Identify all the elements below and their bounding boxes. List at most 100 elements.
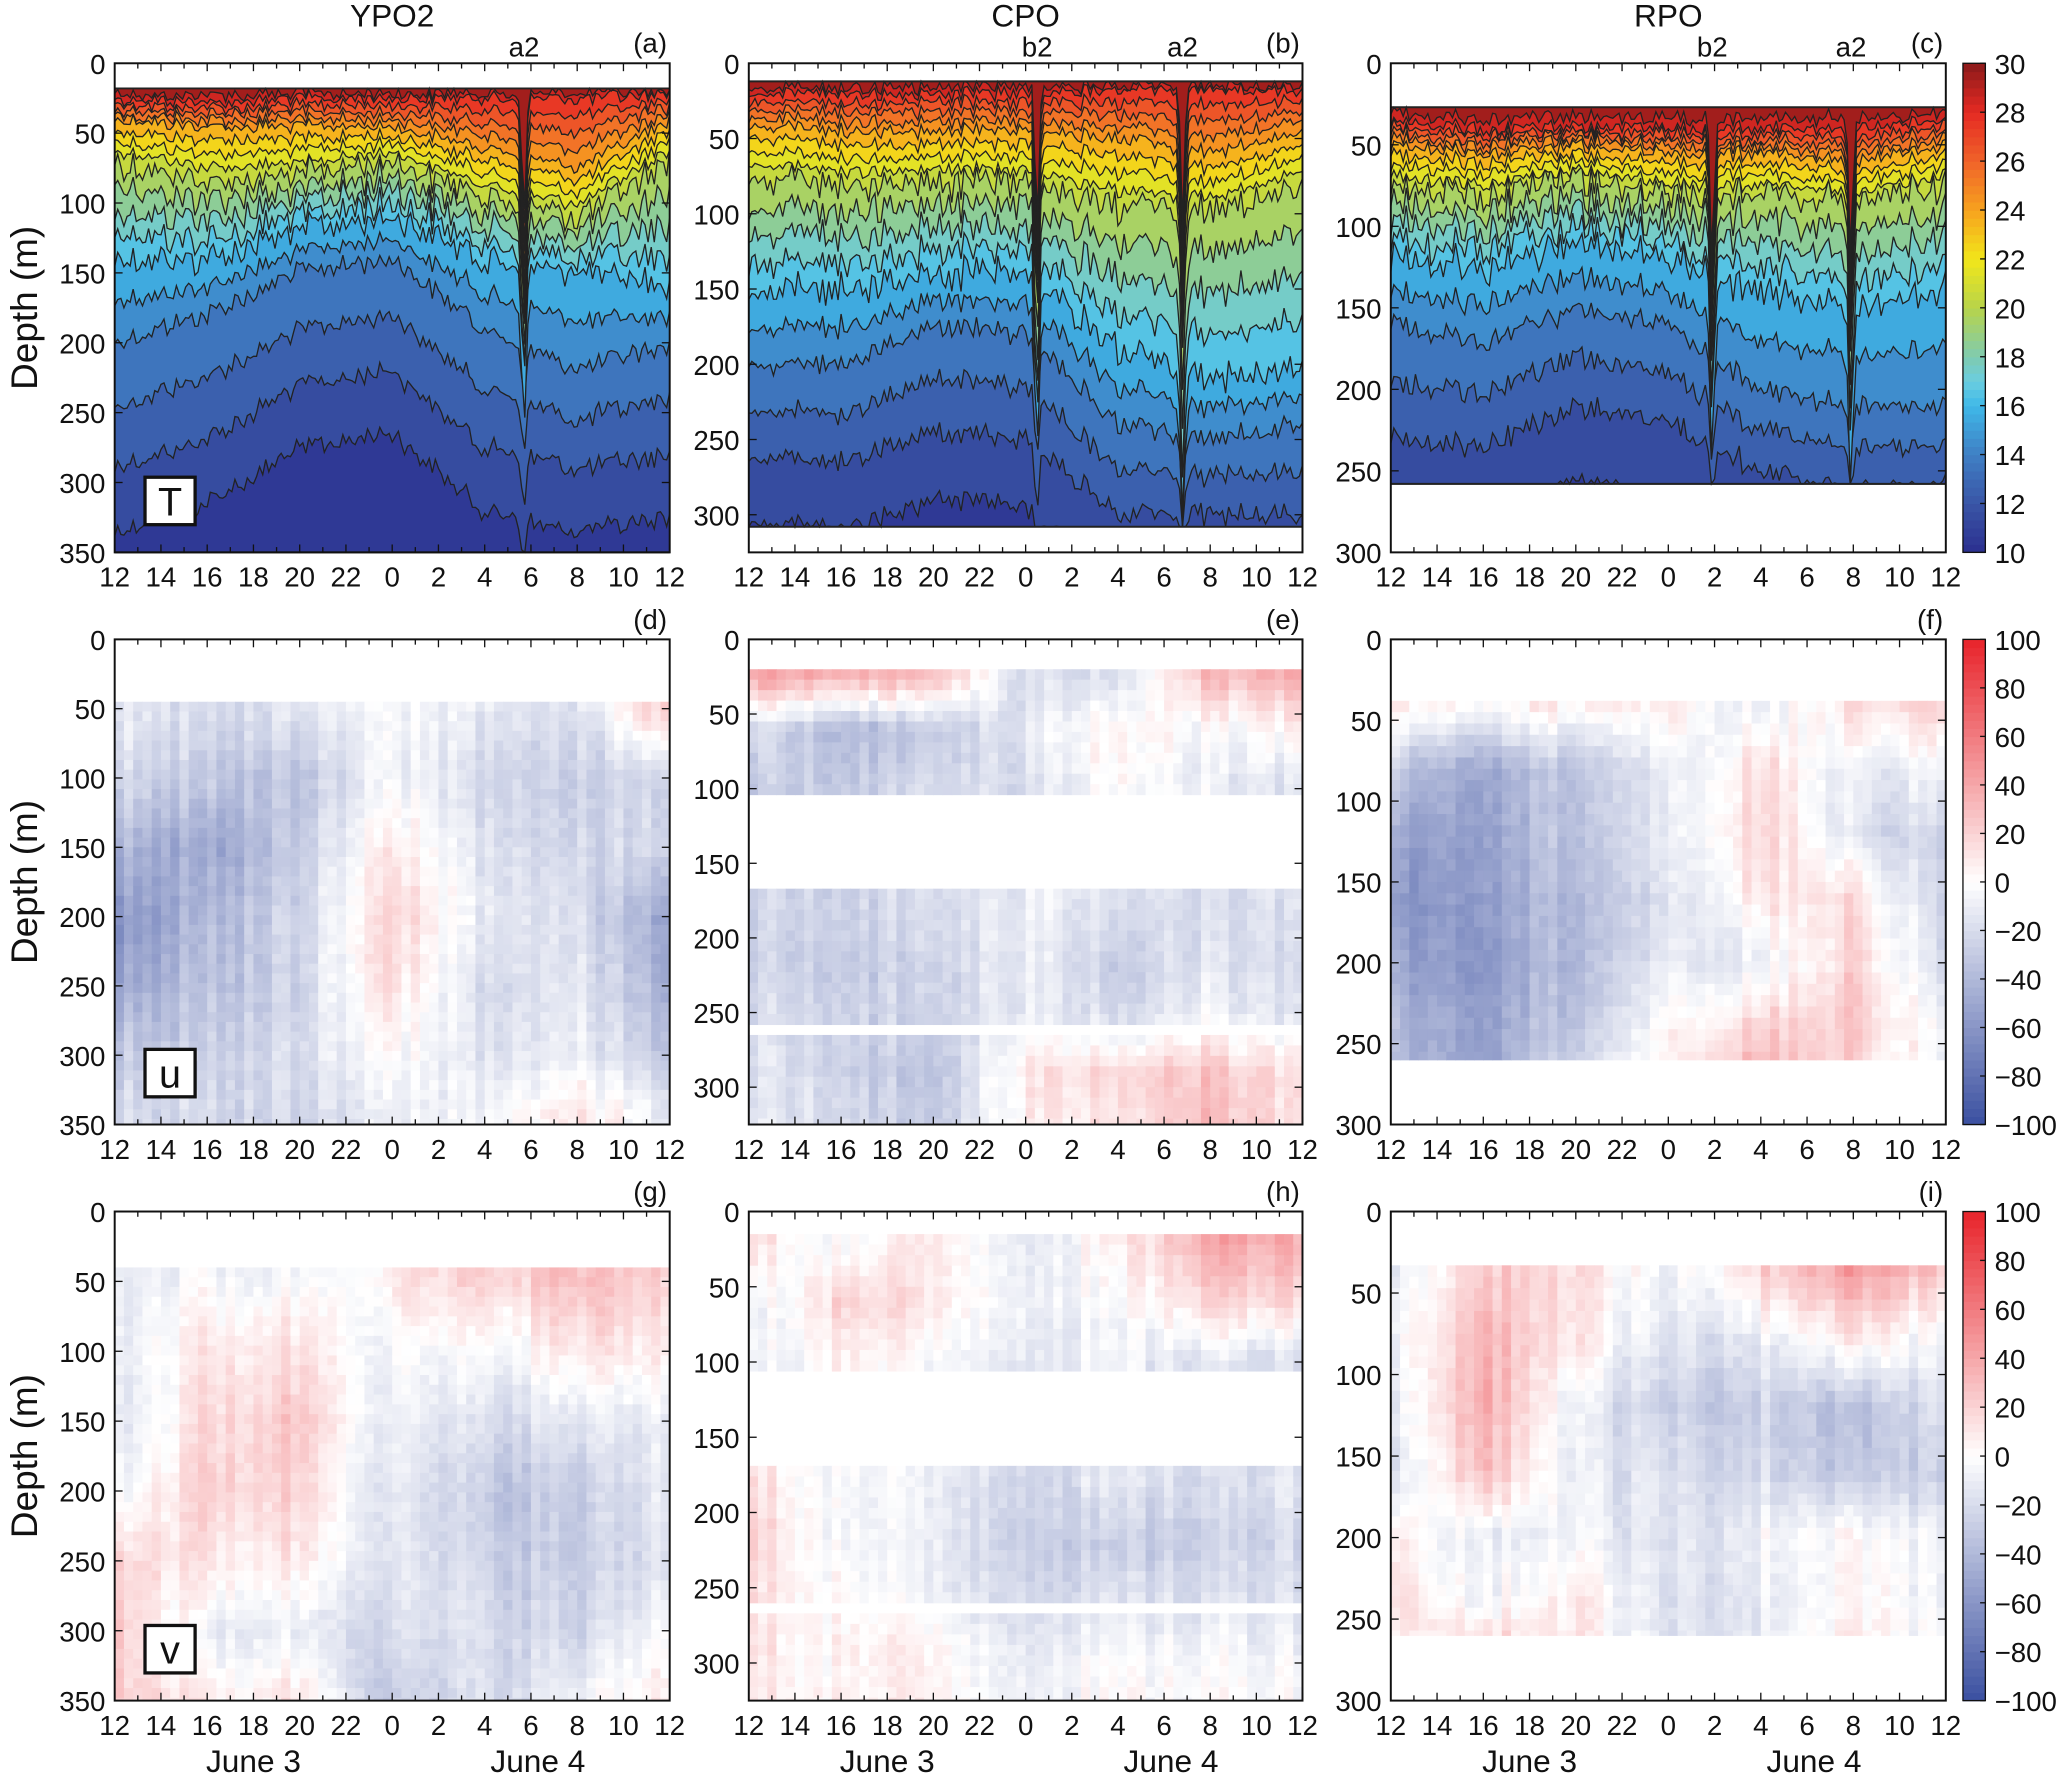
heatmap-cell — [531, 760, 541, 770]
heatmap-cell — [1173, 690, 1183, 701]
heatmap-cell — [189, 857, 199, 867]
heatmap-cell — [207, 1022, 217, 1032]
heatmap-cell — [1118, 721, 1128, 732]
heatmap-cell — [235, 886, 245, 896]
heatmap-cell — [961, 889, 971, 900]
heatmap-cell — [623, 828, 633, 838]
heatmap-cell — [272, 857, 282, 867]
heatmap-cell — [614, 954, 624, 964]
heatmap-cell — [832, 993, 842, 1004]
heatmap-cell — [1109, 1014, 1119, 1025]
heatmap-cell — [1173, 711, 1183, 722]
heatmap-cell — [272, 711, 282, 721]
heatmap-cell — [235, 935, 245, 945]
heatmap-cell — [989, 711, 999, 722]
heatmap-cell — [549, 838, 559, 848]
station-title: RPO — [1634, 0, 1703, 33]
panel-label: (c) — [1911, 28, 1943, 59]
heatmap-cell — [1118, 920, 1128, 931]
heatmap-cell — [577, 1041, 587, 1051]
heatmap-cell — [355, 1022, 365, 1032]
heatmap-cell — [216, 1070, 226, 1080]
heatmap-cell — [226, 1041, 236, 1051]
heatmap-cell — [786, 1087, 796, 1098]
heatmap-cell — [623, 838, 633, 848]
heatmap-cell — [253, 1080, 263, 1090]
heatmap-cell — [651, 1012, 661, 1022]
heatmap-cell — [281, 944, 291, 954]
heatmap-cell — [170, 954, 180, 964]
heatmap-cell — [568, 867, 578, 877]
heatmap-cell — [887, 1087, 897, 1098]
heatmap-cell — [1136, 1077, 1146, 1088]
heatmap-cell — [1063, 1098, 1073, 1109]
heatmap-cell — [364, 964, 374, 974]
heatmap-cell — [531, 1041, 541, 1051]
heatmap-cell — [142, 711, 152, 721]
heatmap-cell — [198, 925, 208, 935]
heatmap-cell — [448, 750, 458, 760]
heatmap-cell — [161, 770, 171, 780]
heatmap-cell — [438, 789, 448, 799]
heatmap-cell — [749, 1087, 759, 1098]
heatmap-cell — [281, 1061, 291, 1071]
heatmap-cell — [596, 1061, 606, 1071]
heatmap-cell — [115, 1109, 125, 1119]
heatmap-cell — [1210, 941, 1220, 952]
colorbar-segment — [1963, 218, 1985, 227]
heatmap-cell — [466, 1041, 476, 1051]
heatmap-cell — [512, 808, 522, 818]
heatmap-cell — [1118, 784, 1128, 795]
heatmap-cell — [494, 935, 504, 945]
heatmap-cell — [290, 886, 300, 896]
heatmap-cell — [1164, 784, 1174, 795]
heatmap-cell — [896, 910, 906, 921]
heatmap-cell — [383, 876, 393, 886]
heatmap-cell — [906, 1045, 916, 1056]
heatmap-cell — [374, 983, 384, 993]
heatmap-cell — [1053, 774, 1063, 785]
heatmap-cell — [179, 1003, 189, 1013]
heatmap-cell — [943, 732, 953, 743]
heatmap-cell — [494, 973, 504, 983]
heatmap-cell — [924, 742, 934, 753]
heatmap-cell — [633, 711, 643, 721]
heatmap-cell — [767, 763, 777, 774]
heatmap-cell — [1201, 784, 1211, 795]
heatmap-cell — [568, 779, 578, 789]
heatmap-cell — [161, 779, 171, 789]
heatmap-cell — [1035, 753, 1045, 764]
heatmap-cell — [216, 944, 226, 954]
x-tick-label: 18 — [238, 562, 269, 593]
heatmap-cell — [651, 770, 661, 780]
heatmap-cell — [170, 741, 180, 751]
heatmap-cell — [494, 876, 504, 886]
heatmap-cell — [1136, 742, 1146, 753]
heatmap-cell — [758, 920, 768, 931]
heatmap-cell — [374, 1100, 384, 1110]
heatmap-cell — [1164, 1004, 1174, 1015]
heatmap-cell — [906, 763, 916, 774]
heatmap-cell — [531, 741, 541, 751]
heatmap-cell — [813, 941, 823, 952]
heatmap-cell — [1044, 732, 1054, 743]
heatmap-cell — [1035, 941, 1045, 952]
heatmap-cell — [642, 702, 652, 712]
heatmap-cell — [226, 711, 236, 721]
heatmap-cell — [457, 1070, 467, 1080]
heatmap-cell — [841, 1098, 851, 1109]
heatmap-cell — [142, 1032, 152, 1042]
heatmap-cell — [420, 799, 430, 809]
heatmap-cell — [1210, 1108, 1220, 1119]
heatmap-cell — [813, 742, 823, 753]
heatmap-cell — [549, 867, 559, 877]
heatmap-cell — [503, 711, 513, 721]
heatmap-cell — [887, 1077, 897, 1088]
heatmap-cell — [813, 701, 823, 712]
heatmap-cell — [540, 1003, 550, 1013]
heatmap-cell — [161, 750, 171, 760]
heatmap-cell — [355, 925, 365, 935]
heatmap-cell — [1099, 983, 1109, 994]
y-tick-label: 150 — [693, 275, 739, 306]
heatmap-cell — [244, 1022, 254, 1032]
